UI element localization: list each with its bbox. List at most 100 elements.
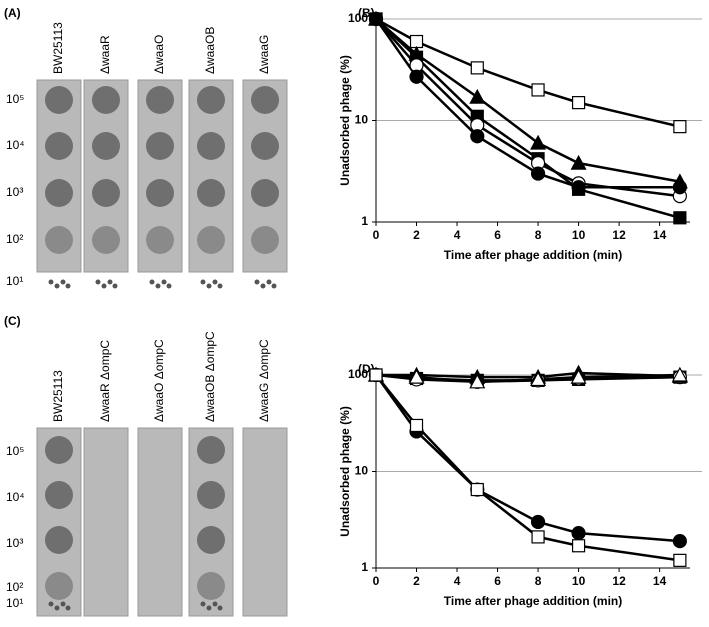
y-tick-label: 100 bbox=[348, 367, 368, 381]
plaque bbox=[112, 283, 118, 289]
plaque-spot bbox=[92, 86, 120, 114]
series-line bbox=[375, 18, 681, 220]
plaque-spot bbox=[45, 132, 73, 160]
plaque-spot bbox=[197, 436, 225, 464]
strain-label: ΔwaaOB bbox=[203, 27, 217, 74]
plaque bbox=[206, 605, 212, 611]
dilution-label: 10² bbox=[6, 580, 23, 594]
x-tick-label: 2 bbox=[413, 228, 420, 242]
plaque-spot bbox=[197, 86, 225, 114]
dilution-label: 10¹ bbox=[6, 596, 23, 610]
x-tick-label: 10 bbox=[572, 228, 586, 242]
marker bbox=[571, 525, 586, 541]
x-tick-label: 6 bbox=[494, 228, 501, 242]
marker bbox=[530, 134, 547, 150]
marker bbox=[570, 154, 587, 170]
series-line bbox=[376, 371, 680, 379]
dilution-label: 10⁵ bbox=[6, 444, 24, 458]
plaque bbox=[200, 279, 206, 285]
plaque-spot bbox=[45, 226, 73, 254]
dilution-label: 10¹ bbox=[6, 274, 23, 288]
plaque-spot bbox=[45, 526, 73, 554]
strain-label: ΔwaaO bbox=[152, 35, 166, 74]
plaque bbox=[161, 279, 167, 285]
plaque-spot bbox=[45, 572, 73, 600]
marker bbox=[470, 61, 484, 75]
series-line bbox=[374, 374, 680, 543]
marker bbox=[570, 368, 587, 384]
x-tick-label: 4 bbox=[454, 574, 461, 588]
strain-label: ΔwaaR ΔompC bbox=[98, 340, 112, 422]
marker bbox=[409, 418, 424, 433]
dilution-label: 10⁵ bbox=[6, 92, 24, 106]
plaque bbox=[200, 601, 206, 607]
y-axis-label: Unadsorbed phage (%) bbox=[338, 406, 352, 537]
strain-label: ΔwaaG ΔompC bbox=[257, 339, 271, 422]
marker bbox=[530, 514, 546, 530]
x-tick-label: 4 bbox=[454, 228, 461, 242]
plaque bbox=[217, 283, 223, 289]
marker bbox=[672, 180, 687, 195]
plaque bbox=[65, 283, 71, 289]
plaque-spot bbox=[251, 179, 279, 207]
marker bbox=[531, 530, 545, 544]
series-line bbox=[375, 373, 680, 384]
plaque-spot bbox=[92, 226, 120, 254]
plaque bbox=[166, 283, 172, 289]
plaque-spot bbox=[146, 86, 174, 114]
plaque-spot bbox=[197, 179, 225, 207]
plaque-spot bbox=[45, 436, 73, 464]
dilution-label: 10² bbox=[6, 232, 23, 246]
series-line bbox=[375, 17, 681, 128]
plaque bbox=[149, 279, 155, 285]
x-tick-label: 8 bbox=[535, 228, 542, 242]
marker bbox=[571, 180, 586, 195]
series-line bbox=[375, 18, 681, 183]
series-line bbox=[375, 18, 681, 198]
strain-label: ΔwaaG bbox=[257, 35, 271, 74]
marker bbox=[530, 371, 547, 387]
plaque-spot bbox=[251, 132, 279, 160]
plaque bbox=[101, 283, 107, 289]
marker bbox=[469, 88, 486, 104]
plaque-spot bbox=[45, 481, 73, 509]
plaque-spot bbox=[251, 86, 279, 114]
y-tick-label: 1 bbox=[361, 214, 368, 228]
x-tick-label: 10 bbox=[572, 574, 586, 588]
plaque-spot bbox=[251, 226, 279, 254]
marker bbox=[672, 534, 687, 549]
x-tick-label: 12 bbox=[612, 574, 626, 588]
plaque bbox=[48, 279, 54, 285]
plaque-spot bbox=[197, 481, 225, 509]
x-tick-label: 2 bbox=[413, 574, 420, 588]
x-tick-label: 0 bbox=[373, 228, 380, 242]
plate-strip bbox=[242, 427, 288, 617]
strain-label: ΔwaaO ΔompC bbox=[152, 339, 166, 422]
plate-strip bbox=[83, 427, 129, 617]
y-tick-label: 100 bbox=[348, 11, 368, 25]
plaque bbox=[54, 283, 60, 289]
x-tick-label: 6 bbox=[494, 574, 501, 588]
plaque-spot bbox=[197, 572, 225, 600]
strain-label: BW25113 bbox=[51, 370, 65, 422]
plaque bbox=[155, 283, 161, 289]
marker bbox=[673, 211, 687, 225]
strain-label: ΔwaaOB ΔompC bbox=[203, 331, 217, 422]
plaque-spot bbox=[92, 179, 120, 207]
plaque bbox=[65, 605, 71, 611]
plaque bbox=[206, 283, 212, 289]
dilution-label: 10⁴ bbox=[6, 138, 25, 152]
plaque bbox=[271, 283, 277, 289]
marker bbox=[408, 368, 425, 384]
plaque-spot bbox=[92, 132, 120, 160]
plaque bbox=[266, 279, 272, 285]
plaque bbox=[212, 601, 218, 607]
plaque-spot bbox=[197, 526, 225, 554]
plaque bbox=[60, 601, 66, 607]
marker bbox=[571, 96, 586, 110]
marker bbox=[531, 83, 545, 97]
marker bbox=[673, 553, 687, 567]
plaque-spot bbox=[146, 226, 174, 254]
y-tick-label: 1 bbox=[361, 560, 368, 574]
panel-label: (C) bbox=[4, 314, 21, 328]
